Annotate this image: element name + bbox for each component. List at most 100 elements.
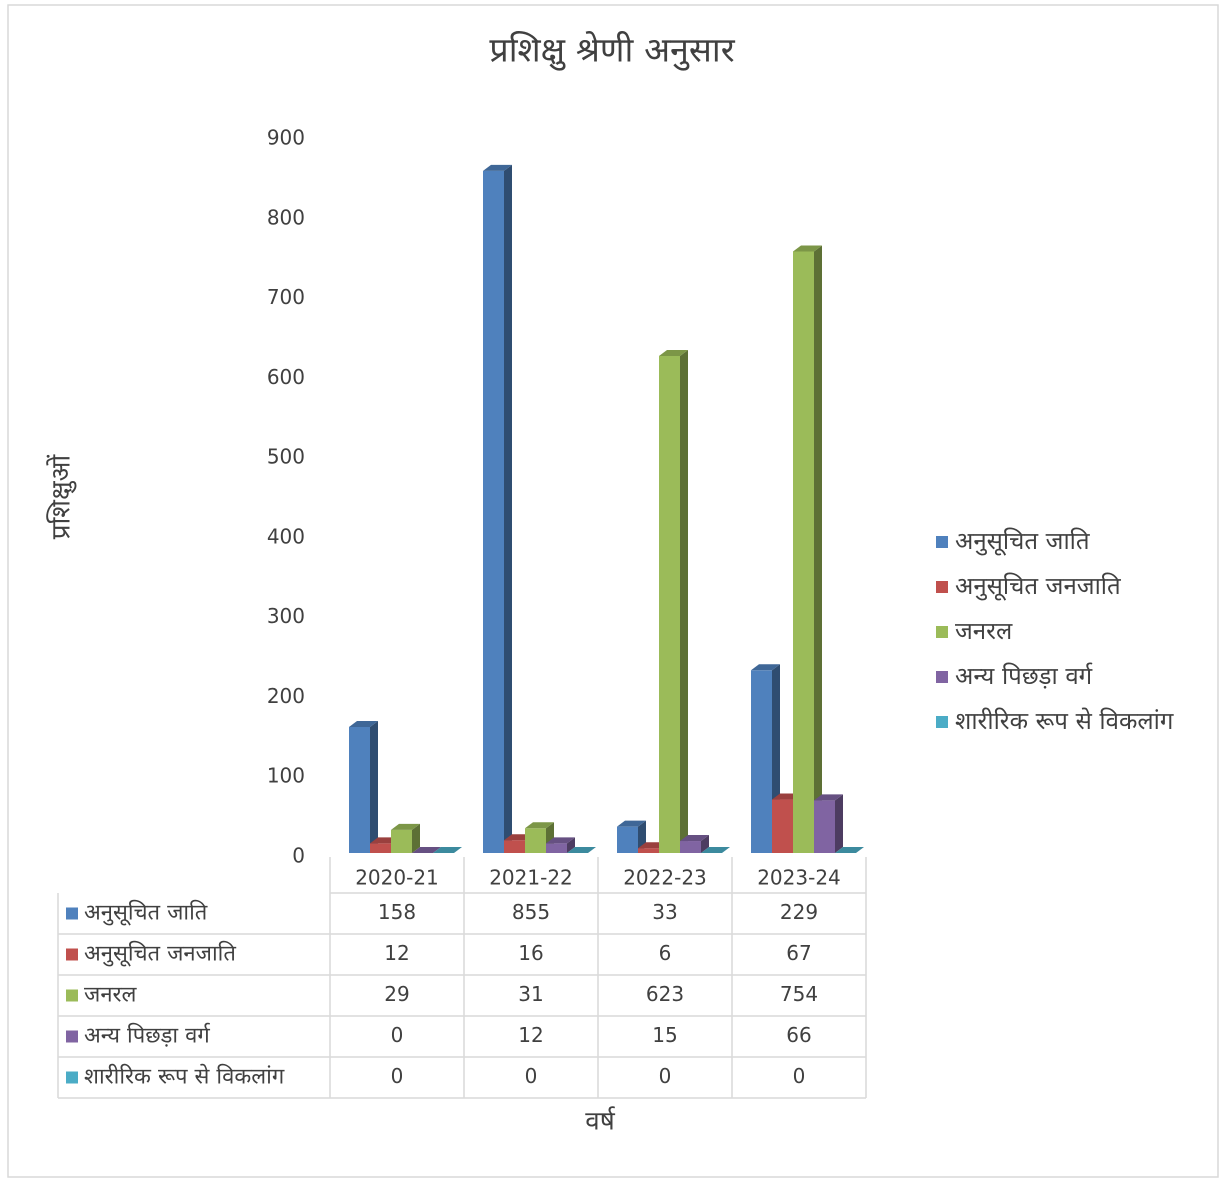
bar-side bbox=[370, 720, 378, 853]
bar-top bbox=[835, 847, 864, 853]
table-row-label: अनुसूचित जाति bbox=[84, 900, 208, 927]
bar-front bbox=[659, 355, 680, 853]
bar-top bbox=[349, 720, 378, 727]
y-tick-label: 500 bbox=[267, 445, 305, 469]
table-cell: 29 bbox=[384, 982, 409, 1006]
y-tick-label: 200 bbox=[267, 684, 305, 708]
table-cell: 754 bbox=[780, 982, 818, 1006]
table-row-label: जनरल bbox=[84, 983, 138, 1008]
bar-front bbox=[751, 670, 772, 853]
table-row-label: अन्य पिछड़ा वर्ग bbox=[84, 1023, 211, 1049]
table-key bbox=[66, 989, 78, 1002]
legend-label: अन्य पिछड़ा वर्ग bbox=[955, 662, 1093, 690]
bar-front bbox=[772, 799, 793, 853]
table-row-label: अनुसूचित जनजाति bbox=[84, 941, 236, 968]
bar-front bbox=[546, 843, 567, 853]
x-tick-label: 2020-21 bbox=[355, 866, 439, 890]
bar bbox=[793, 245, 822, 853]
bar bbox=[701, 847, 730, 853]
table-cell: 229 bbox=[780, 900, 818, 924]
legend-label: अनुसूचित जनजाति bbox=[955, 572, 1122, 601]
bar-front bbox=[617, 826, 638, 853]
table-cell: 0 bbox=[391, 1064, 404, 1088]
table-cell: 0 bbox=[391, 1023, 404, 1047]
bar-top bbox=[701, 847, 730, 853]
table-cell: 623 bbox=[646, 982, 684, 1006]
bar-top bbox=[814, 794, 843, 801]
bar-top bbox=[659, 349, 688, 356]
legend-swatch bbox=[936, 716, 948, 728]
table-key bbox=[66, 1071, 78, 1084]
y-tick-label: 0 bbox=[292, 844, 305, 868]
chart-title: प्रशिक्षु श्रेणी अनुसार bbox=[489, 31, 735, 72]
legend-label: जनरल bbox=[955, 617, 1013, 645]
table-cell: 33 bbox=[652, 900, 677, 924]
legend-swatch bbox=[936, 536, 948, 548]
table-cell: 158 bbox=[378, 900, 416, 924]
table-cell: 67 bbox=[786, 941, 811, 965]
bar-top bbox=[483, 164, 512, 171]
bar-front bbox=[370, 843, 391, 853]
table-row-label: शारीरिक रूप से विकलांग bbox=[84, 1064, 285, 1090]
bar-top bbox=[412, 847, 441, 853]
table-cell: 15 bbox=[652, 1023, 677, 1047]
y-tick-label: 400 bbox=[267, 524, 305, 548]
legend-label: अनुसूचित जाति bbox=[955, 527, 1091, 556]
x-tick-label: 2021-22 bbox=[489, 866, 573, 890]
bar-top bbox=[680, 835, 709, 842]
legend-swatch bbox=[936, 581, 948, 593]
bar-top bbox=[751, 664, 780, 671]
y-tick-label: 600 bbox=[267, 365, 305, 389]
bar-front bbox=[483, 170, 504, 853]
table-key bbox=[66, 1030, 78, 1043]
bar-top bbox=[433, 847, 462, 853]
x-axis-label: वर्ष bbox=[585, 1106, 615, 1137]
table-cell: 12 bbox=[518, 1023, 543, 1047]
legend-swatch bbox=[936, 671, 948, 683]
bar-front bbox=[525, 828, 546, 853]
bar-side bbox=[504, 164, 512, 853]
bar-front bbox=[793, 251, 814, 853]
bar bbox=[546, 837, 575, 853]
legend-swatch bbox=[936, 626, 948, 638]
x-tick-label: 2023-24 bbox=[757, 866, 841, 890]
bar bbox=[391, 823, 420, 853]
bar bbox=[659, 349, 688, 853]
table-cell: 0 bbox=[659, 1064, 672, 1088]
table-cell: 16 bbox=[518, 941, 543, 965]
table-cell: 31 bbox=[518, 982, 543, 1006]
bar bbox=[525, 822, 554, 853]
y-tick-label: 800 bbox=[267, 205, 305, 229]
bar-top bbox=[617, 820, 646, 827]
bar bbox=[680, 835, 709, 853]
bar bbox=[349, 720, 378, 853]
bar-side bbox=[680, 349, 688, 853]
bar-front bbox=[391, 829, 412, 853]
table-cell: 6 bbox=[659, 941, 672, 965]
bar bbox=[483, 164, 512, 853]
bar bbox=[617, 820, 646, 853]
y-tick-label: 300 bbox=[267, 604, 305, 628]
bar-front bbox=[638, 848, 659, 853]
bar-front bbox=[814, 800, 835, 853]
bar bbox=[412, 847, 441, 853]
bar bbox=[567, 847, 596, 853]
bar-top bbox=[391, 823, 420, 830]
table-key bbox=[66, 948, 78, 961]
bar-side bbox=[835, 794, 843, 853]
bar bbox=[835, 847, 864, 853]
y-axis-label: प्रशिक्षुओं bbox=[46, 454, 77, 539]
y-tick-label: 900 bbox=[267, 126, 305, 150]
table-key bbox=[66, 907, 78, 920]
bar bbox=[814, 794, 843, 853]
legend-label: शारीरिक रूप से विकलांग bbox=[955, 707, 1174, 735]
table-cell: 855 bbox=[512, 900, 550, 924]
bar-top bbox=[525, 822, 554, 829]
table-cell: 12 bbox=[384, 941, 409, 965]
table-cell: 0 bbox=[793, 1064, 806, 1088]
bar-side bbox=[567, 837, 575, 853]
table-cell: 0 bbox=[525, 1064, 538, 1088]
bar-front bbox=[680, 841, 701, 853]
bar-side bbox=[814, 245, 822, 853]
